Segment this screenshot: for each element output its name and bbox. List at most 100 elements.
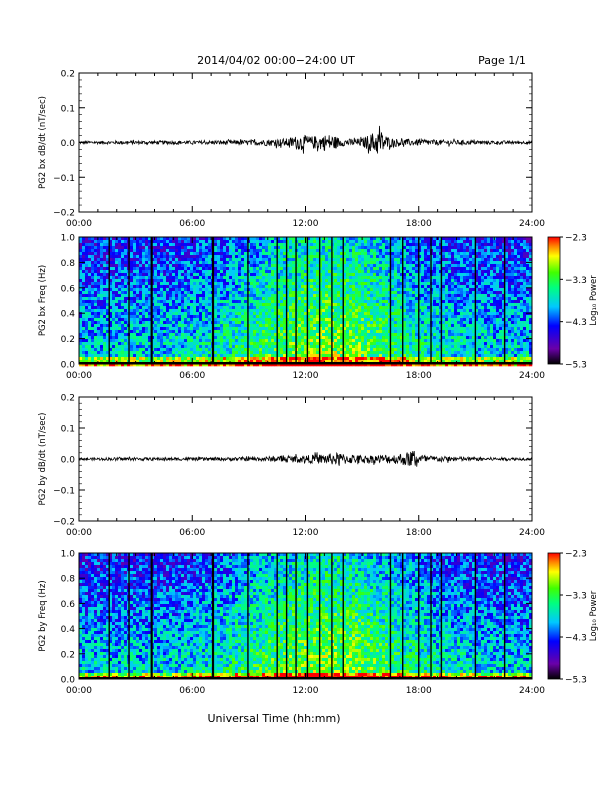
spectrogram-cell	[160, 351, 164, 355]
spectrogram-cell	[85, 345, 89, 349]
spectrogram-cell	[115, 348, 119, 352]
spectrogram-cell	[226, 306, 230, 310]
spectrogram-cell	[358, 333, 362, 337]
spectrogram-cell	[256, 294, 260, 298]
spectrogram-cell	[343, 309, 347, 313]
spectrogram-cell	[316, 294, 320, 298]
spectrogram-cell	[406, 360, 410, 364]
spectrogram-cell	[112, 252, 116, 256]
spectrogram-cell	[343, 312, 347, 316]
spectrogram-cell	[184, 336, 188, 340]
spectrogram-cell	[280, 321, 284, 325]
spectrogram-cell	[298, 354, 302, 358]
spectrogram-cell	[121, 327, 125, 331]
spectrogram-cell	[106, 285, 110, 289]
spectrogram-cell	[112, 348, 116, 352]
spectrogram-cell	[193, 267, 197, 271]
spectrogram-cell	[235, 291, 239, 295]
spectrogram-cell	[301, 324, 305, 328]
spectrogram-cell	[355, 285, 359, 289]
spectrogram-cell	[136, 252, 140, 256]
spectrogram-cell	[403, 357, 407, 361]
spectrogram-cell	[292, 330, 296, 334]
spectrogram-cell	[385, 306, 389, 310]
spectrogram-cell	[382, 339, 386, 343]
spectrogram-cell	[298, 252, 302, 256]
spectrogram-cell	[166, 324, 170, 328]
spectrogram-cell	[379, 345, 383, 349]
spectrogram-cell	[319, 237, 323, 241]
spectrogram-cell	[379, 261, 383, 265]
spectrogram-cell	[343, 363, 347, 367]
spectrogram-cell	[154, 363, 158, 367]
spectrogram-cell	[157, 288, 161, 292]
spectrogram-cell	[157, 282, 161, 286]
spectrogram-cell	[355, 270, 359, 274]
spectrogram-cell	[247, 333, 251, 337]
spectrogram-cell	[91, 360, 95, 364]
spectrogram-cell	[175, 300, 179, 304]
spectrogram-cell	[91, 294, 95, 298]
spectrogram-cell	[121, 240, 125, 244]
spectrogram-cell	[409, 306, 413, 310]
spectrogram-cell	[364, 342, 368, 346]
spectrogram-cell	[253, 291, 257, 295]
spectrogram-cell	[106, 237, 110, 241]
spectrogram-cell	[385, 315, 389, 319]
spectrogram-cell	[175, 312, 179, 316]
spectrogram-cell	[100, 240, 104, 244]
spectrogram-cell	[388, 306, 392, 310]
spectrogram-cell	[271, 255, 275, 259]
spectrogram-cell	[337, 336, 341, 340]
spectrogram-cell	[217, 330, 221, 334]
spectrogram-cell	[181, 357, 185, 361]
spectrogram-cell	[271, 357, 275, 361]
spectrogram-cell	[181, 261, 185, 265]
spectrogram-cell	[397, 324, 401, 328]
spectrogram-cell	[112, 261, 116, 265]
spectrogram-cell	[355, 336, 359, 340]
spectrogram-cell	[139, 321, 143, 325]
spectrogram-cell	[337, 297, 341, 301]
spectrogram-cell	[409, 249, 413, 253]
spectrogram-cell	[391, 360, 395, 364]
spectrogram-cell	[295, 363, 299, 367]
spectrogram-cell	[94, 243, 98, 247]
spectrogram-cell	[154, 282, 158, 286]
spectrogram-cell	[124, 312, 128, 316]
spectrogram-cell	[184, 258, 188, 262]
spectrogram-cell	[202, 285, 206, 289]
spectrogram-cell	[262, 345, 266, 349]
spectrogram-cell	[391, 309, 395, 313]
spectrogram-cell	[79, 276, 83, 280]
spectrogram-cell	[235, 270, 239, 274]
spectrogram-cell	[163, 291, 167, 295]
spectrogram-cell	[277, 261, 281, 265]
spectrogram-cell	[403, 282, 407, 286]
spectrogram-cell	[349, 255, 353, 259]
spectrogram-cell	[235, 243, 239, 247]
spectrogram-cell	[133, 246, 137, 250]
spectrogram-cell	[358, 357, 362, 361]
spectrogram-cell	[403, 324, 407, 328]
spectrogram-cell	[322, 285, 326, 289]
spectrogram-cell	[364, 270, 368, 274]
spectrogram-cell	[154, 264, 158, 268]
spectrogram-cell	[235, 324, 239, 328]
spectrogram-cell	[199, 339, 203, 343]
spectrogram-cell	[310, 318, 314, 322]
spectrogram-cell	[412, 303, 416, 307]
spectrogram-cell	[280, 303, 284, 307]
spectrogram-cell	[355, 306, 359, 310]
spectrogram-cell	[271, 291, 275, 295]
spectrogram-cell	[307, 360, 311, 364]
spectrogram-cell	[307, 282, 311, 286]
spectrogram-cell	[298, 357, 302, 361]
spectrogram-cell	[241, 324, 245, 328]
spectrogram-cell	[316, 258, 320, 262]
spectrogram-cell	[304, 267, 308, 271]
spectrogram-cell	[142, 333, 146, 337]
spectrogram-cell	[379, 306, 383, 310]
spectrogram-cell	[226, 330, 230, 334]
spectrogram-cell	[232, 339, 236, 343]
